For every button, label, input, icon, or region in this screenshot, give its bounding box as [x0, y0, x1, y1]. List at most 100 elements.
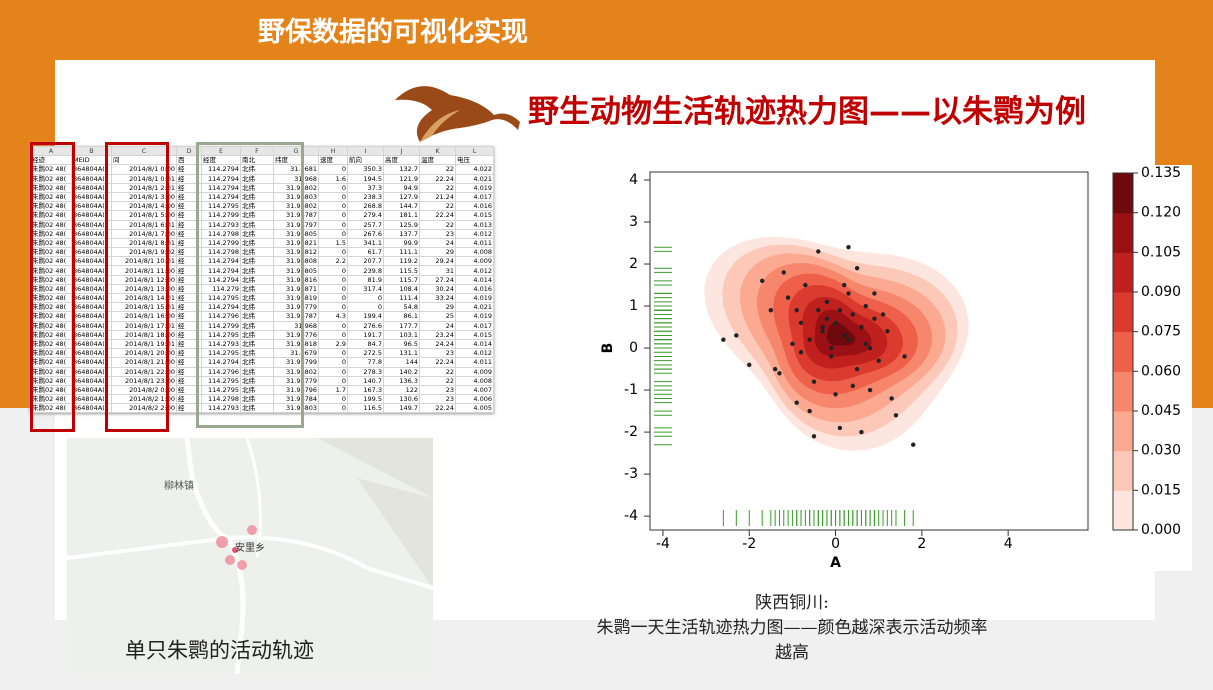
point	[846, 245, 851, 250]
sheet-cell: H	[318, 145, 348, 157]
map-caption: 单只朱鹮的活动轨迹	[125, 639, 314, 663]
sheet-cell: 0	[318, 348, 348, 359]
sheet-cell: 电压	[455, 155, 494, 166]
sheet-cell: 速度	[318, 155, 348, 166]
y-axis-label: B	[600, 343, 616, 354]
point	[863, 341, 868, 347]
y-tick-label: 2	[629, 256, 638, 272]
x-tick-label: -4	[656, 536, 670, 552]
sheet-cell: 341.1	[347, 237, 384, 249]
point	[785, 295, 791, 300]
point	[885, 329, 890, 334]
density-chart: -4 -2 0 2 4 -4 -3 -2 -1 0 1 2 3 4 A B 0.000 0.015 0.030 0.0…	[594, 165, 1192, 571]
sheet-cell: 257.7	[347, 219, 384, 230]
sheet-cell: 4.011	[455, 357, 494, 368]
sheet-cell: 4.017	[455, 320, 494, 331]
colorbar-label: 0.135	[1141, 165, 1181, 181]
sheet-cell: 22.24	[419, 357, 456, 368]
sheet-cell: 119.2	[383, 256, 420, 267]
colorbar-band	[1113, 252, 1133, 293]
sheet-row: 朱鹮02 48(864804A(2014/8/1 0:01 经 114.2794 北纬…	[30, 173, 494, 184]
colorbar-label: 0.045	[1141, 403, 1181, 419]
sheet-cell: 4.019	[455, 311, 494, 322]
sheet-cell: 177.7	[383, 320, 420, 331]
sheet-cell: 0	[318, 201, 348, 212]
sheet-cell: 272.5	[347, 348, 384, 359]
sheet-cell: 1.6	[318, 173, 348, 184]
sheet-cell: 99.9	[383, 237, 420, 249]
point	[833, 320, 838, 326]
point	[863, 303, 868, 309]
sheet-cell: 22.24	[419, 173, 456, 184]
x-axis-label: A	[830, 555, 841, 571]
sheet-cell: 4.019	[455, 292, 494, 304]
sheet-cell: 0	[318, 366, 348, 377]
point	[841, 282, 847, 288]
sheet-cell: 4.005	[455, 403, 494, 414]
sheet-cell: 0	[318, 329, 348, 340]
sheet-cell: 137.7	[383, 228, 420, 239]
point	[759, 278, 765, 284]
sheet-cell: 0	[318, 191, 348, 203]
sheet-cell: 267.6	[347, 228, 384, 239]
point	[902, 354, 907, 359]
sheet-cell: 22	[419, 164, 456, 175]
sheet-cell: 136.3	[383, 375, 420, 386]
point	[867, 345, 873, 351]
sheet-cell: 4.016	[455, 283, 494, 295]
colorbar-band	[1113, 371, 1133, 412]
sheet-cell: 54.8	[383, 302, 420, 313]
sheet-cell: 61.7	[347, 247, 384, 258]
sheet-cell: 0	[318, 247, 348, 258]
sheet-cell: 0	[318, 375, 348, 386]
sheet-cell: 2.9	[318, 338, 348, 350]
sheet-cell: 4.014	[455, 338, 494, 350]
sheet-cell: 23	[419, 384, 456, 396]
point	[816, 249, 821, 254]
sheet-cell: 131.1	[383, 348, 420, 359]
y-tick-label: -3	[624, 466, 638, 482]
sheet-cell: 23.24	[419, 329, 456, 340]
sheet-cell: 4.021	[455, 173, 494, 184]
sheet-cell: 2.2	[318, 256, 348, 267]
point	[747, 362, 752, 368]
point	[850, 383, 856, 389]
plot-frame	[649, 171, 1089, 531]
point	[811, 379, 817, 384]
sheet-cell: 高度	[383, 155, 420, 166]
point	[859, 324, 864, 330]
sheet-cell: I	[347, 145, 384, 157]
sheet-cell: 115.7	[383, 274, 420, 285]
sheet-cell: 25	[419, 311, 456, 322]
sheet-cell: 1.5	[318, 237, 348, 249]
sheet-cell: 140.2	[383, 366, 420, 377]
y-tick-label: -1	[624, 382, 638, 398]
caption-line: 朱鹮一天生活轨迹热力图——颜色越深表示活动频率越高	[596, 618, 988, 663]
sheet-cell: L	[455, 145, 494, 157]
sheet-row: 朱鹮02 48(864804A(2014/8/1 12:00 经 114.2794 北…	[30, 274, 494, 285]
sheet-cell: 29	[419, 302, 456, 313]
sheet-cell: 21.24	[419, 191, 456, 203]
sheet-cell: 0	[347, 302, 384, 313]
colorbar-label: 0.075	[1141, 324, 1181, 340]
caption: 陕西铜川: 朱鹮一天生活轨迹热力图——颜色越深表示活动频率越高	[594, 588, 990, 663]
sheet-cell: 84.7	[347, 338, 384, 350]
sheet-cell: 0	[318, 320, 348, 331]
sheet-cell: 33.24	[419, 292, 456, 304]
sheet-cell: 4.019	[455, 182, 494, 193]
y-tick-label: -2	[624, 424, 638, 440]
sheet-cell: 140.7	[347, 375, 384, 386]
y-tick-label: 3	[629, 214, 638, 230]
sheet-cell: 23	[419, 228, 456, 239]
point	[824, 316, 830, 321]
point	[790, 341, 795, 347]
point	[807, 408, 812, 414]
point	[850, 312, 856, 317]
point	[889, 396, 894, 401]
y-tick-label: 4	[629, 172, 638, 188]
sheet-cell: J	[383, 145, 420, 157]
sheet-cell: 122	[383, 384, 420, 396]
sheet-cell: 278.3	[347, 366, 384, 377]
sheet-cell: 0	[347, 292, 384, 304]
sheet-cell: 22.24	[419, 403, 456, 414]
